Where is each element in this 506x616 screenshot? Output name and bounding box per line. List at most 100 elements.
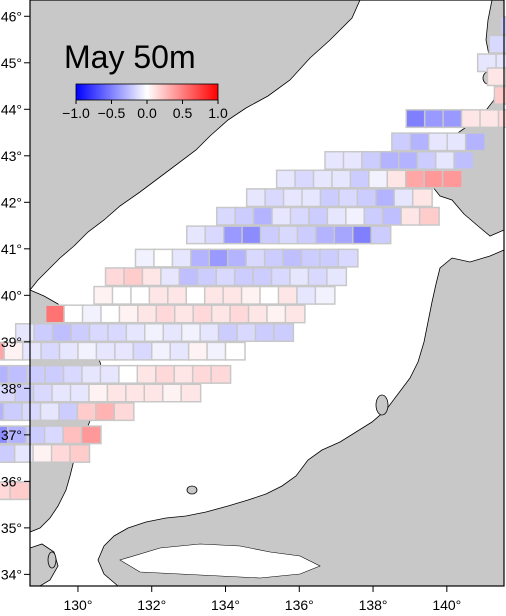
data-cell (254, 208, 273, 225)
data-cell (217, 208, 236, 225)
data-cell (152, 343, 171, 360)
data-cell (297, 287, 316, 304)
inland-sea (119, 543, 321, 579)
colorbar-labels: −1.0 −0.5 0.0 0.5 1.0 (62, 100, 228, 121)
data-cell (309, 208, 328, 225)
data-cell (249, 305, 268, 322)
data-cell (286, 305, 305, 322)
data-cell (279, 287, 298, 304)
data-cell (0, 403, 4, 420)
data-cells (0, 16, 506, 501)
data-cell (443, 171, 462, 188)
map-frame (29, 0, 505, 587)
data-cell (115, 343, 134, 360)
data-cell (138, 366, 157, 383)
data-cell (115, 403, 134, 420)
data-cell (101, 366, 120, 383)
data-cell (429, 133, 448, 150)
data-cell (466, 133, 485, 150)
data-cell (291, 208, 310, 225)
data-cell (210, 250, 229, 267)
lat-tick-label: 45° (1, 55, 22, 71)
data-cell (454, 152, 473, 169)
island-tsushima (47, 551, 57, 569)
data-cell (101, 305, 120, 322)
data-cell (41, 403, 60, 420)
data-cell (59, 403, 78, 420)
lon-tick-label: 138° (359, 597, 388, 613)
data-cell (489, 36, 506, 53)
data-cell (302, 250, 321, 267)
data-cell (193, 305, 212, 322)
data-cell (82, 426, 101, 443)
data-cell (246, 250, 265, 267)
data-cell (191, 250, 210, 267)
colorbar-label: 0.0 (137, 105, 157, 121)
data-cell (205, 226, 224, 243)
data-cell (134, 343, 153, 360)
data-cell (399, 152, 418, 169)
data-cell (108, 324, 127, 341)
data-cell (224, 226, 243, 243)
data-cell (71, 324, 90, 341)
island-sado (375, 394, 389, 416)
data-cell (131, 287, 150, 304)
data-cell (189, 343, 208, 360)
data-cell (182, 324, 201, 341)
data-cell (71, 384, 90, 401)
data-cell (83, 305, 102, 322)
data-cell (267, 305, 286, 322)
data-cell (351, 171, 370, 188)
data-cell (480, 110, 499, 127)
data-cell (143, 268, 162, 285)
data-cell (274, 324, 293, 341)
data-cell (443, 110, 462, 127)
lat-tick-label: 39° (1, 334, 22, 350)
data-cell (33, 445, 52, 462)
data-cell (365, 208, 384, 225)
data-cell (94, 287, 113, 304)
colorbar-label: −0.5 (98, 105, 126, 121)
data-cell (0, 445, 15, 462)
data-cell (228, 250, 247, 267)
data-cell (339, 189, 358, 206)
lat-tick-label: 44° (1, 101, 22, 117)
data-cell (425, 110, 444, 127)
data-cell (478, 54, 497, 71)
data-cell (339, 250, 358, 267)
data-cell (0, 343, 5, 360)
data-cell (108, 384, 127, 401)
data-cell (154, 250, 173, 267)
colorbar (75, 83, 219, 101)
data-cell (383, 208, 402, 225)
data-cell (180, 268, 199, 285)
data-cell (163, 324, 182, 341)
data-cell (309, 268, 328, 285)
data-cell (22, 403, 41, 420)
data-cell (0, 426, 9, 443)
data-cell (290, 268, 309, 285)
data-cell (34, 384, 53, 401)
data-cell (124, 268, 143, 285)
data-cell (362, 152, 381, 169)
data-cell (46, 305, 65, 322)
data-cell (394, 189, 413, 206)
data-cell (260, 287, 279, 304)
data-cell (256, 324, 275, 341)
data-cell (138, 305, 157, 322)
lat-tick-label: 43° (1, 148, 22, 164)
data-cell (335, 226, 354, 243)
data-cell (279, 226, 298, 243)
data-cell (462, 110, 481, 127)
data-cell (242, 287, 261, 304)
data-cell (223, 287, 242, 304)
data-cell (230, 305, 249, 322)
data-cell (488, 68, 506, 85)
data-cell (53, 324, 72, 341)
data-cell (226, 343, 245, 360)
data-cell (52, 384, 71, 401)
data-cell (499, 110, 506, 127)
data-cell (34, 324, 53, 341)
map-title: May 50m (64, 39, 196, 75)
